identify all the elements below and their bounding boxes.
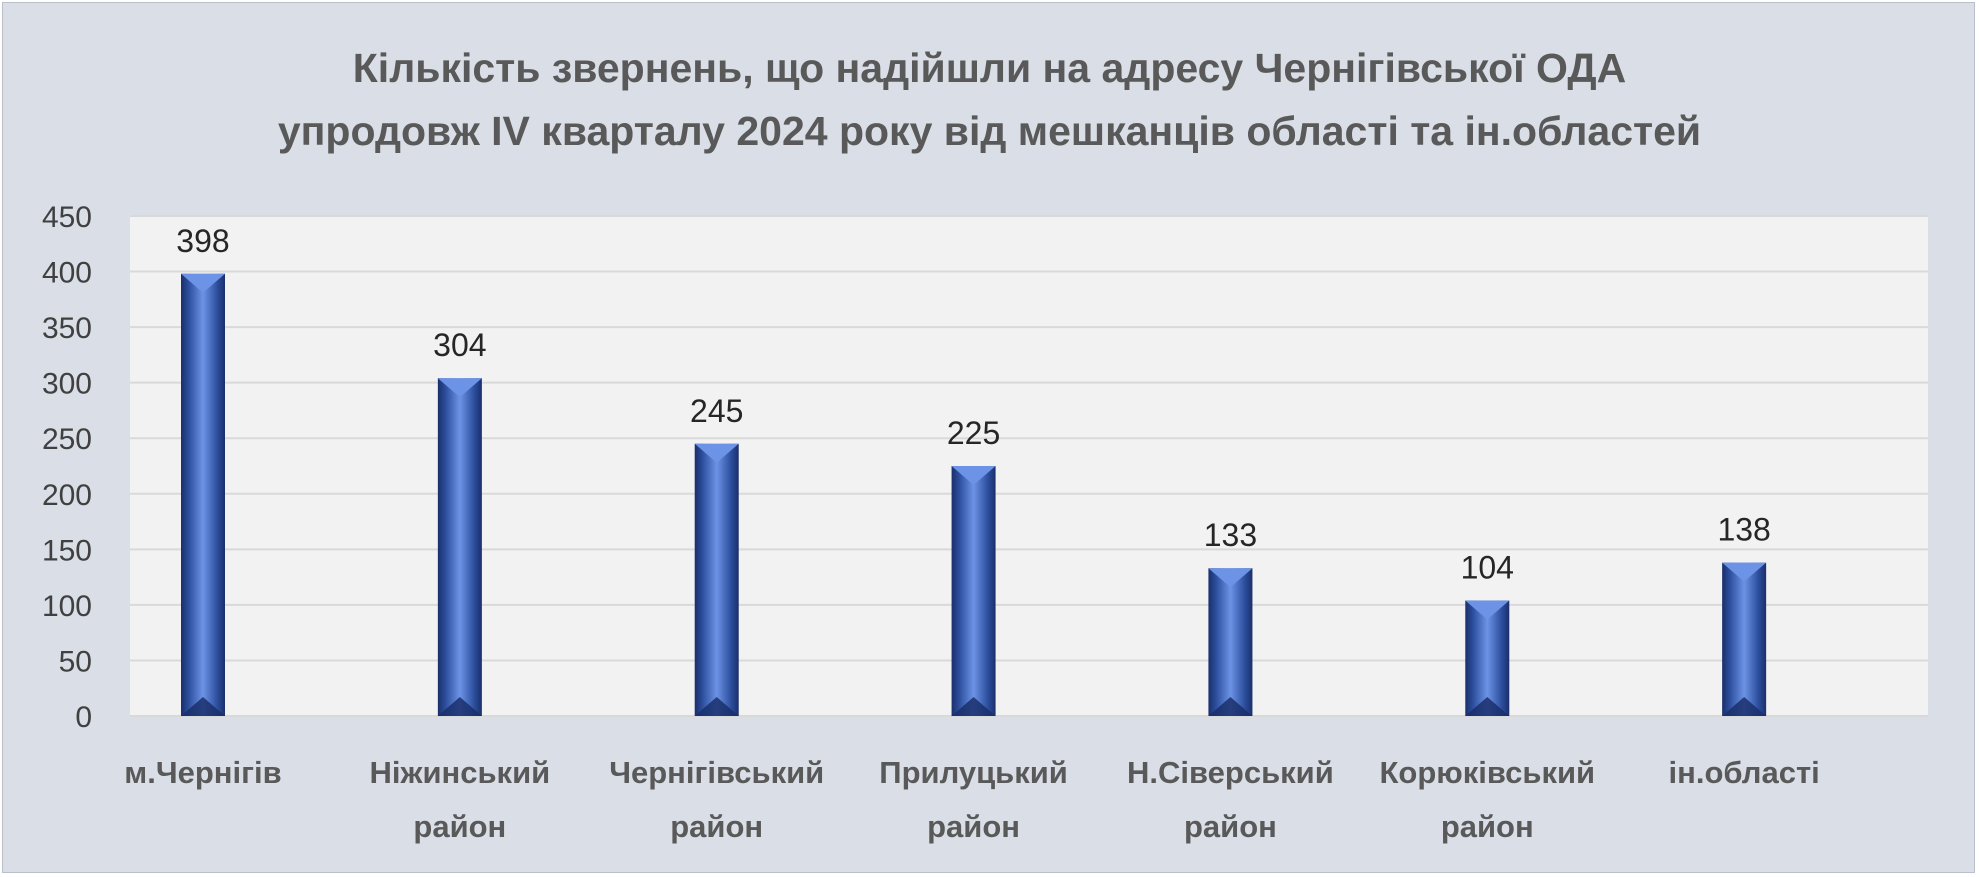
bar-bottom-bevel	[1208, 697, 1253, 716]
bar-top-bevel	[951, 466, 996, 485]
bar-value-label: 245	[690, 393, 743, 429]
x-category-label: район	[1441, 809, 1534, 844]
y-tick-label: 400	[42, 257, 92, 290]
x-category-label: Ніжинський	[370, 755, 551, 790]
bar-body	[181, 273, 225, 716]
bar	[1208, 568, 1253, 716]
bar-body	[1208, 568, 1253, 716]
x-category-label: Чернігівський	[609, 755, 824, 790]
y-tick-label: 0	[75, 701, 92, 734]
bar-value-label: 104	[1461, 549, 1514, 585]
bar-body	[1465, 600, 1510, 716]
x-category-label: м.Чернігів	[124, 755, 281, 790]
bar-body	[437, 378, 482, 716]
bar	[951, 466, 996, 716]
chart-title-line-2: упродовж IV кварталу 2024 року від мешка…	[277, 108, 1702, 154]
bar	[437, 378, 482, 716]
bar-top-bevel	[1465, 600, 1510, 620]
y-tick-label: 350	[42, 312, 92, 345]
bar-top-bevel	[1722, 562, 1767, 582]
x-category-label: Н.Сіверський	[1127, 755, 1334, 790]
bar-bottom-bevel	[1722, 697, 1767, 716]
x-category-label: Прилуцький	[879, 755, 1068, 790]
bar-body	[951, 466, 996, 716]
bar-value-label: 133	[1204, 517, 1257, 553]
y-tick-label: 100	[42, 590, 92, 623]
x-category-label: район	[927, 809, 1020, 844]
y-tick-label: 250	[42, 423, 92, 456]
bar-bottom-bevel	[181, 697, 225, 716]
bar-bottom-bevel	[694, 697, 739, 716]
y-tick-label: 150	[42, 534, 92, 567]
bar-bottom-bevel	[951, 697, 996, 716]
bar	[1722, 562, 1767, 716]
bar	[694, 443, 739, 716]
bar-top-bevel	[1208, 568, 1253, 588]
bar-top-bevel	[181, 273, 225, 293]
bar-value-label: 138	[1717, 512, 1770, 548]
bar-body	[694, 443, 739, 716]
bar-bottom-bevel	[1465, 697, 1510, 716]
y-tick-label: 450	[42, 201, 92, 234]
bar-value-label: 398	[176, 223, 229, 259]
bar	[181, 273, 225, 716]
chart-title-line-1: Кількість звернень, що надійшли на адрес…	[352, 45, 1627, 91]
x-category-label: район	[413, 809, 506, 844]
bar-body	[1722, 562, 1767, 716]
x-category-label: Корюківський	[1379, 755, 1595, 790]
bar-top-bevel	[694, 443, 739, 463]
bar	[1465, 600, 1510, 716]
bar-value-label: 225	[947, 415, 1000, 451]
x-category-label: район	[670, 809, 763, 844]
bar-bottom-bevel	[437, 697, 482, 716]
y-tick-label: 50	[59, 645, 92, 678]
x-category-label: район	[1184, 809, 1277, 844]
x-category-label: ін.області	[1669, 755, 1820, 790]
y-tick-label: 200	[42, 479, 92, 512]
plot-area	[130, 216, 1928, 716]
bar-top-bevel	[437, 378, 482, 398]
bar-value-label: 304	[433, 327, 486, 363]
y-tick-label: 300	[42, 368, 92, 401]
